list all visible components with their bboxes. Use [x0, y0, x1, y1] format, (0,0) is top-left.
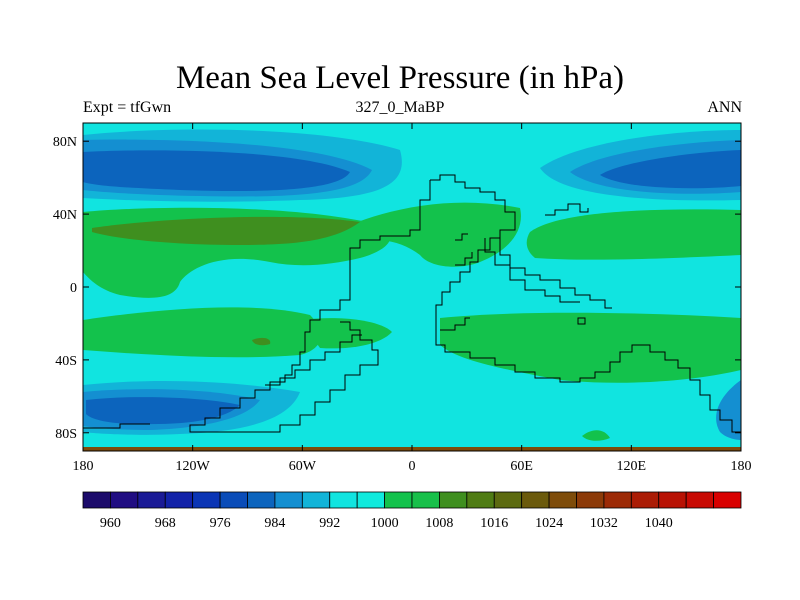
- coastline-north-east: [545, 203, 589, 216]
- south-low-core: [86, 397, 240, 425]
- green-spot-antarctic: [582, 430, 610, 441]
- colorbar-label: 1032: [590, 516, 618, 531]
- coastline-south-america: [265, 334, 362, 386]
- x-tick-label: 180: [731, 459, 752, 474]
- colorbar-swatch: [548, 491, 577, 509]
- period-label: 327_0_MaBP: [355, 99, 445, 116]
- colorbar-swatch: [82, 491, 111, 509]
- colorbar-label: 968: [155, 516, 176, 531]
- coastline-main: [430, 174, 741, 433]
- colorbar-swatch: [274, 491, 303, 509]
- y-tick-label: 40N: [53, 208, 77, 223]
- colorbar-swatch: [658, 491, 687, 509]
- colorbar-swatch: [192, 491, 221, 509]
- x-axis: 180 120W 60W 0 60E 120E 180: [73, 123, 752, 474]
- colorbar-swatch: [329, 491, 358, 509]
- green-small-spot: [252, 337, 271, 346]
- colorbar-label: 1040: [645, 516, 673, 531]
- colorbar-swatch: [137, 491, 166, 509]
- colorbar-swatch: [110, 491, 139, 509]
- north-low-core-east: [600, 150, 741, 189]
- colorbar-swatch: [356, 491, 385, 509]
- coastline-east-channel: [499, 230, 612, 309]
- x-tick-label: 180: [73, 459, 94, 474]
- continent-outlines: [83, 174, 741, 433]
- colorbar-swatch: [521, 491, 550, 509]
- coastline-east-inner: [484, 238, 580, 303]
- colorbar-swatch: [576, 491, 605, 509]
- colorbar-label: 1008: [425, 516, 453, 531]
- season-label: ANN: [707, 99, 742, 116]
- coastline-island: [577, 317, 586, 325]
- coastline-inner-ring: [440, 233, 473, 331]
- colorbar-label: 992: [319, 516, 340, 531]
- x-tick-label: 0: [409, 459, 416, 474]
- south-high-west: [300, 318, 392, 349]
- colorbar-label: 984: [264, 516, 285, 531]
- colorbar-swatch: [164, 491, 194, 509]
- colorbar-swatch: [630, 491, 660, 509]
- colorbar-swatch: [384, 491, 413, 509]
- colorbar-label: 960: [100, 516, 121, 531]
- south-east-low: [716, 380, 741, 440]
- y-tick-label: 80N: [53, 135, 77, 150]
- chart-title: Mean Sea Level Pressure (in hPa): [175, 60, 625, 96]
- x-tick-label: 120W: [176, 459, 211, 474]
- colorbar: 960 968 976 984 992 1000 1008 1016 1024 1032 1040: [82, 491, 742, 531]
- colorbar-label: 976: [210, 516, 231, 531]
- colorbar-swatch: [493, 491, 523, 509]
- coastline-central-inner: [189, 180, 431, 433]
- colorbar-swatch: [247, 491, 276, 509]
- colorbar-swatch: [685, 491, 714, 509]
- colorbar-label: 1024: [535, 516, 563, 531]
- north-high-core: [92, 216, 360, 245]
- y-axis: 80N 40N 0 40S 80S: [53, 135, 741, 442]
- colorbar-swatch: [411, 491, 440, 509]
- experiment-label: Expt = tfGwn: [83, 99, 172, 116]
- colorbar-swatch: [439, 491, 468, 509]
- colorbar-swatch: [466, 491, 495, 509]
- y-tick-label: 0: [70, 281, 77, 296]
- colorbar-swatch: [219, 491, 248, 509]
- x-tick-label: 60E: [510, 459, 533, 474]
- y-tick-label: 80S: [55, 427, 77, 442]
- map-field: [83, 123, 741, 451]
- north-high-east: [526, 209, 741, 260]
- x-tick-label: 60W: [289, 459, 317, 474]
- coastline-antarctic-west: [83, 423, 150, 429]
- colorbar-label: 1016: [480, 516, 508, 531]
- y-tick-label: 40S: [55, 354, 77, 369]
- north-low-core-west: [83, 150, 350, 192]
- colorbar-swatch: [713, 491, 742, 509]
- colorbar-label: 1000: [371, 516, 399, 531]
- colorbar-swatch: [301, 491, 331, 509]
- colorbar-swatch: [603, 491, 632, 509]
- x-tick-label: 120E: [617, 459, 647, 474]
